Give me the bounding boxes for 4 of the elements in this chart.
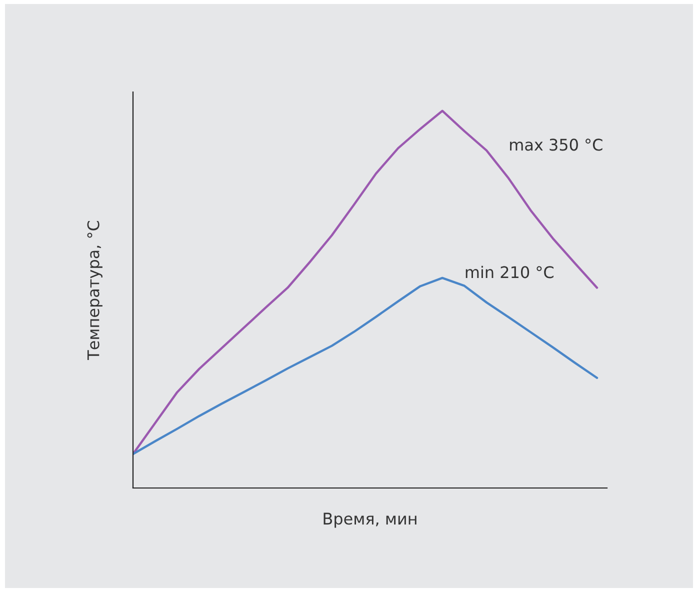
series-label: max 350 °C: [510, 138, 602, 151]
x-axis-title: Время, мин: [324, 512, 416, 528]
y-axis-title: Температура, °C: [87, 220, 102, 360]
series-label: min 210 °C: [466, 266, 554, 278]
